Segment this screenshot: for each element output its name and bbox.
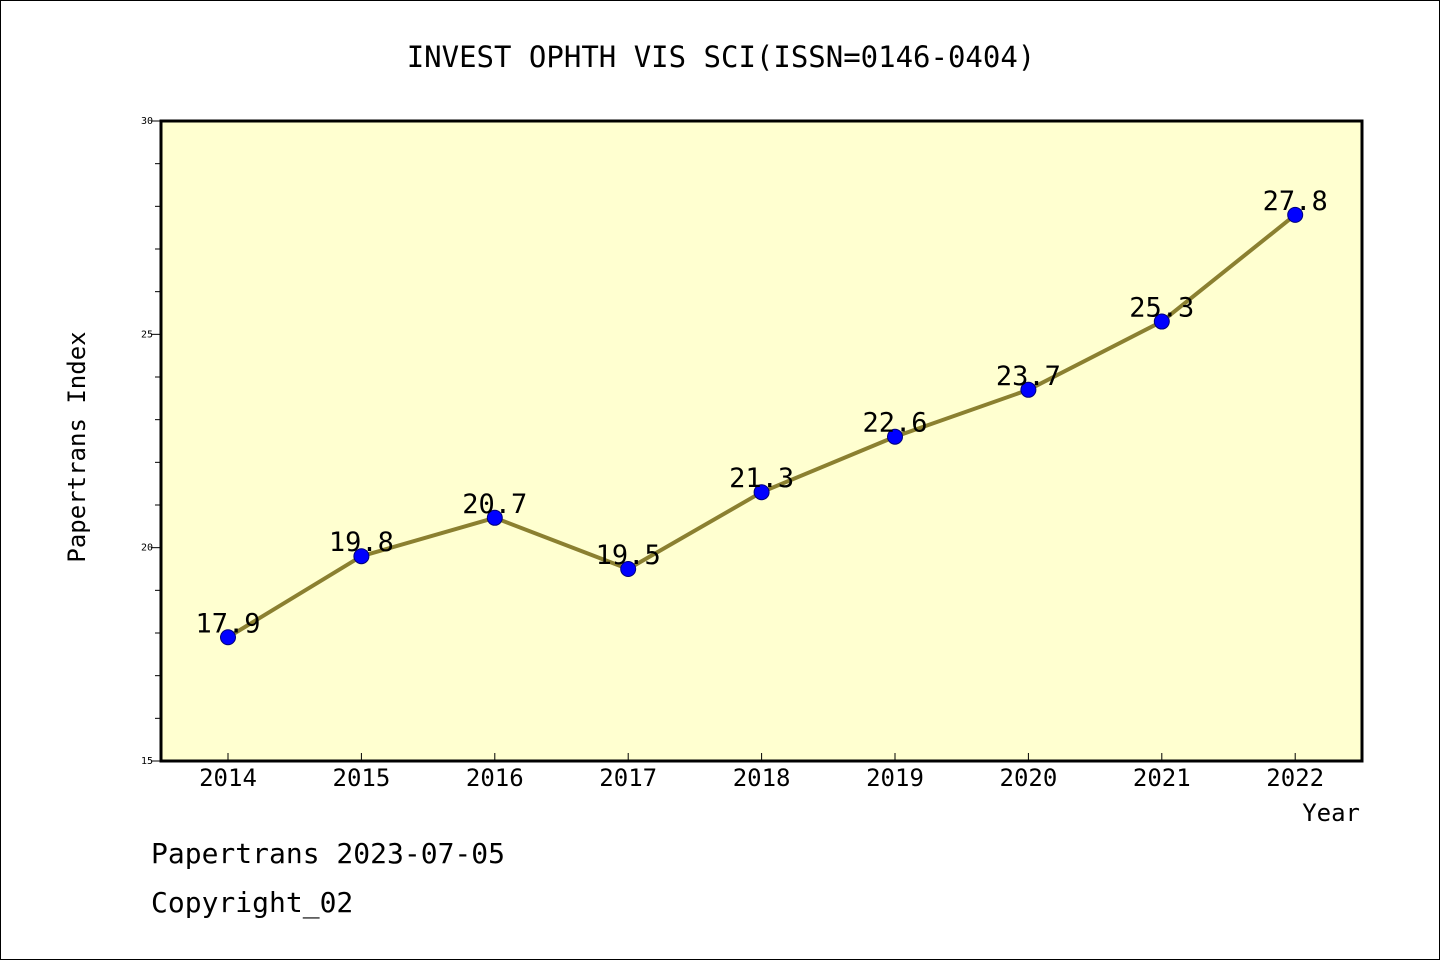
data-markers xyxy=(220,206,1304,646)
x-axis-label: Year xyxy=(1302,799,1360,827)
y-tick-labels: 15 20 25 30 xyxy=(141,116,153,767)
data-label: 19.8 xyxy=(329,527,394,558)
x-tick-label: 2020 xyxy=(1000,764,1058,792)
y-axis-label: Papertrans Index xyxy=(63,331,91,562)
data-point xyxy=(353,548,370,565)
footer-date: Papertrans 2023-07-05 xyxy=(151,837,506,870)
x-tick-label: 2018 xyxy=(733,764,791,792)
data-point xyxy=(220,629,236,646)
data-label: 19.5 xyxy=(596,540,661,571)
x-tick-label: 2017 xyxy=(599,764,657,792)
data-label: 22.6 xyxy=(862,408,927,439)
data-point xyxy=(620,561,637,577)
y-tick-label: 20 xyxy=(141,543,153,554)
footer-copyright: Copyright_02 xyxy=(151,886,354,919)
axis-ticks xyxy=(151,120,1296,762)
data-point xyxy=(753,484,770,501)
data-labels: 17.9 19.8 20.7 19.5 21.3 22.6 23.7 25.3 27.8 xyxy=(195,186,1327,639)
data-label: 20.7 xyxy=(462,489,527,520)
data-point xyxy=(1020,381,1037,398)
data-label: 17.9 xyxy=(195,608,260,639)
y-tick-label: 15 xyxy=(141,756,153,767)
plot-area xyxy=(159,119,1364,763)
x-tick-label: 2016 xyxy=(466,764,524,792)
data-point xyxy=(1153,313,1170,330)
chart-title: INVEST OPHTH VIS SCI(ISSN=0146-0404) xyxy=(407,40,1036,74)
x-tick-label: 2019 xyxy=(866,764,924,792)
y-tick-label: 25 xyxy=(141,329,153,340)
x-tick-labels: 2014 2015 2016 2017 2018 2019 2020 2021 2022 xyxy=(199,764,1324,792)
x-tick-label: 2014 xyxy=(199,764,257,792)
x-tick-label: 2022 xyxy=(1266,764,1324,792)
y-tick-label: 30 xyxy=(141,116,153,127)
data-label: 27.8 xyxy=(1263,186,1328,217)
data-point xyxy=(486,509,503,526)
data-label: 21.3 xyxy=(729,463,794,494)
data-point xyxy=(1287,206,1304,223)
x-tick-label: 2021 xyxy=(1133,764,1191,792)
data-point xyxy=(887,428,903,445)
data-label: 23.7 xyxy=(996,361,1061,392)
x-tick-label: 2015 xyxy=(333,764,391,792)
data-label: 25.3 xyxy=(1129,293,1194,324)
